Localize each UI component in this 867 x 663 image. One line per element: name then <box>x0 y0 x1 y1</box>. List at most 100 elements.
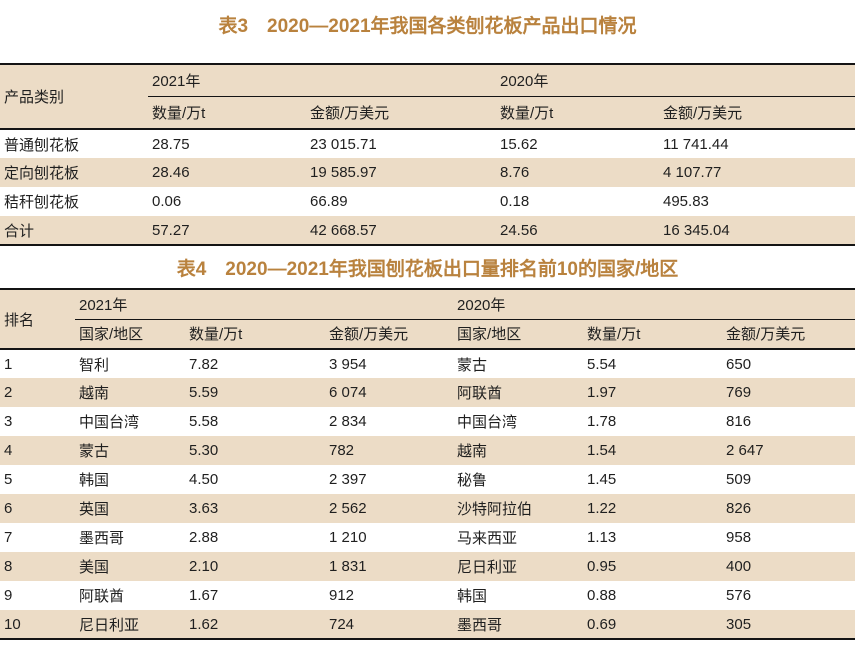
amt-2020-cell: 650 <box>726 355 752 373</box>
amt-2021-cell: 23 015.71 <box>310 135 377 153</box>
amt-2020-cell: 576 <box>726 587 752 604</box>
table4-caption: 表4 2020—2021年我国刨花板出口量排名前10的国家/地区 <box>176 259 679 280</box>
table4-amt-2021-header: 金额/万美元 <box>325 319 454 350</box>
table4-header: 排名 2021年 2020年 国家/地区 数量/万t 金额/万美元 国家/地区 … <box>0 289 856 350</box>
amt-2020-cell: 2 647 <box>726 442 764 459</box>
table3-caption: 表3 2020—2021年我国各类刨花板产品出口情况 <box>218 16 637 37</box>
rank-cell: 4 <box>4 442 13 459</box>
table-row: 7 墨西哥 2.88 1 210 马来西亚 1.13 958 <box>0 523 856 552</box>
qty-2020-cell: 1.97 <box>587 384 617 401</box>
country-2021-cell: 阿联酋 <box>79 588 125 605</box>
qty-2021-cell: 4.50 <box>189 471 219 488</box>
rank-cell: 3 <box>4 413 13 430</box>
table3-year-2020-header: 2020年 <box>496 64 855 97</box>
table-row: 秸秆刨花板 0.06 66.89 0.18 495.83 <box>0 187 855 216</box>
qty-2020-cell: 15.62 <box>500 135 538 153</box>
country-2020-cell: 秘鲁 <box>457 472 488 489</box>
qty-2020-cell: 5.54 <box>587 355 617 373</box>
country-2020-cell: 马来西亚 <box>457 530 518 547</box>
table4-qty-2021-header: 数量/万t <box>185 319 325 350</box>
amt-2021-cell: 66.89 <box>310 193 348 210</box>
category-cell: 普通刨花板 <box>4 136 80 154</box>
qty-2020-cell: 1.78 <box>587 413 617 430</box>
qty-2020-cell: 24.56 <box>500 221 538 239</box>
qty-2021-cell: 5.30 <box>189 442 219 459</box>
article-tables-page: 表3 2020—2021年我国各类刨花板产品出口情况 产品类别 2021年 20… <box>0 13 867 663</box>
table3-qty-2021-header: 数量/万t <box>148 96 306 130</box>
amt-2020-cell: 509 <box>726 471 752 488</box>
qty-2020-cell: 0.88 <box>587 587 617 604</box>
table4-year-2020-header: 2020年 <box>453 289 856 320</box>
table-row: 4 蒙古 5.30 782 越南 1.54 2 647 <box>0 436 856 465</box>
amt-2020-cell: 400 <box>726 558 752 575</box>
amt-2020-cell: 826 <box>726 500 752 517</box>
table-row-total: 合计 57.27 42 668.57 24.56 16 345.04 <box>0 216 855 245</box>
qty-2021-cell: 7.82 <box>189 355 219 373</box>
qty-2021-cell: 3.63 <box>189 500 219 517</box>
qty-2020-cell: 1.13 <box>587 529 617 546</box>
table-row: 3 中国台湾 5.58 2 834 中国台湾 1.78 816 <box>0 407 856 436</box>
amt-2021-cell: 2 562 <box>329 500 367 517</box>
amt-2020-cell: 816 <box>726 413 752 430</box>
table4-body: 1 智利 7.82 3 954 蒙古 5.54 650 2 越南 5.59 6 … <box>0 349 856 639</box>
table-row: 10 尼日利亚 1.62 724 墨西哥 0.69 305 <box>0 610 856 639</box>
qty-2021-cell: 57.27 <box>152 221 190 239</box>
table3-product-category-header: 产品类别 <box>0 64 148 130</box>
country-2021-cell: 墨西哥 <box>79 530 125 547</box>
amt-2021-cell: 6 074 <box>329 384 367 401</box>
table4-country-2020-header: 国家/地区 <box>453 319 584 350</box>
table4-top10-export-destinations: 排名 2021年 2020年 国家/地区 数量/万t 金额/万美元 国家/地区 … <box>0 288 856 640</box>
country-2020-cell: 蒙古 <box>457 356 488 374</box>
table-row: 6 英国 3.63 2 562 沙特阿拉伯 1.22 826 <box>0 494 856 523</box>
qty-2021-cell: 5.59 <box>189 384 219 401</box>
country-2021-cell: 英国 <box>79 501 110 518</box>
amt-2021-cell: 3 954 <box>329 355 367 373</box>
category-cell: 秸秆刨花板 <box>4 194 80 211</box>
amt-2021-cell: 782 <box>329 442 355 459</box>
country-2020-cell: 韩国 <box>457 588 488 605</box>
country-2020-cell: 阿联酋 <box>457 385 503 402</box>
table-row: 定向刨花板 28.46 19 585.97 8.76 4 107.77 <box>0 158 855 187</box>
table4-subheader-row: 国家/地区 数量/万t 金额/万美元 国家/地区 数量/万t 金额/万美元 <box>0 319 856 350</box>
table3-amt-2020-header: 金额/万美元 <box>659 96 855 130</box>
country-2021-cell: 蒙古 <box>79 443 110 460</box>
qty-2021-cell: 2.10 <box>189 558 219 575</box>
qty-2020-cell: 1.22 <box>587 500 617 517</box>
table4-qty-2020-header: 数量/万t <box>583 319 723 350</box>
table3-qty-2020-header: 数量/万t <box>496 96 659 130</box>
qty-2020-cell: 1.54 <box>587 442 617 459</box>
table-row: 9 阿联酋 1.67 912 韩国 0.88 576 <box>0 581 856 610</box>
amt-2020-cell: 4 107.77 <box>663 164 722 181</box>
qty-2021-cell: 5.58 <box>189 413 219 430</box>
country-2020-cell: 中国台湾 <box>457 414 518 431</box>
country-2021-cell: 尼日利亚 <box>79 616 140 634</box>
country-2020-cell: 越南 <box>457 443 488 460</box>
amt-2020-cell: 495.83 <box>663 193 709 210</box>
rank-cell: 7 <box>4 529 13 546</box>
amt-2021-cell: 724 <box>329 615 355 633</box>
qty-2020-cell: 0.18 <box>500 193 530 210</box>
country-2021-cell: 美国 <box>79 559 110 576</box>
qty-2021-cell: 1.62 <box>189 615 219 633</box>
table4-year-header-row: 排名 2021年 2020年 <box>0 289 856 350</box>
amt-2020-cell: 769 <box>726 384 752 401</box>
table3-amt-2021-header: 金额/万美元 <box>306 96 496 130</box>
rank-cell: 2 <box>4 384 13 401</box>
rank-cell: 10 <box>4 615 21 633</box>
amt-2021-cell: 19 585.97 <box>310 164 377 181</box>
qty-2021-cell: 0.06 <box>152 193 182 210</box>
table-row: 普通刨花板 28.75 23 015.71 15.62 11 741.44 <box>0 129 855 158</box>
country-2020-cell: 沙特阿拉伯 <box>457 501 533 518</box>
table4-country-2021-header: 国家/地区 <box>75 319 185 350</box>
qty-2021-cell: 1.67 <box>189 587 219 604</box>
table-row: 1 智利 7.82 3 954 蒙古 5.54 650 <box>0 349 856 378</box>
country-2021-cell: 越南 <box>79 385 110 402</box>
table3-particleboard-product-exports: 产品类别 2021年 2020年 数量/万t 金额/万美元 数量/万t 金额/万… <box>0 63 855 246</box>
table3-year-2021-header: 2021年 <box>148 64 496 97</box>
rank-cell: 5 <box>4 471 13 488</box>
category-cell: 合计 <box>4 222 35 240</box>
amt-2020-cell: 958 <box>726 529 752 546</box>
qty-2021-cell: 28.75 <box>152 135 190 153</box>
table3-year-header-row: 产品类别 2021年 2020年 <box>0 64 855 130</box>
table4-amt-2020-header: 金额/万美元 <box>722 319 856 350</box>
